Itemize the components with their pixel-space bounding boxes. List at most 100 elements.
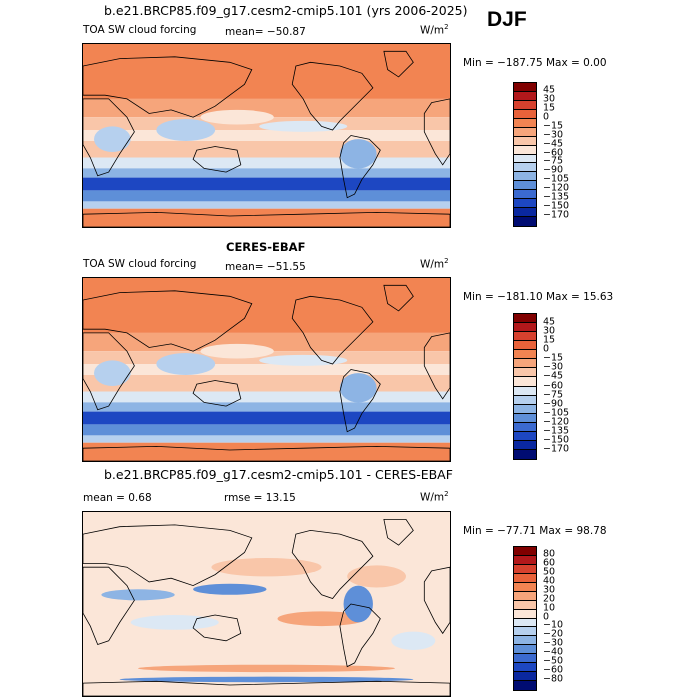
panel2-minmax: Min = −181.10 Max = 15.63 bbox=[463, 291, 614, 303]
colorbar-tick-label: −135 bbox=[543, 425, 570, 437]
field-feature bbox=[347, 565, 406, 588]
field-band bbox=[83, 168, 450, 178]
coastline bbox=[423, 566, 450, 635]
coastline bbox=[83, 680, 450, 696]
colorbar-tick-label: −45 bbox=[543, 138, 564, 150]
panel3-rmse: rmse = 13.15 bbox=[224, 492, 296, 504]
field-feature bbox=[339, 139, 377, 169]
field-feature bbox=[391, 631, 436, 650]
field-feature bbox=[193, 583, 267, 595]
panel1-map-svg bbox=[83, 44, 450, 227]
colorbar-tick-label: −60 bbox=[543, 147, 564, 159]
colorbar-swatch bbox=[514, 431, 536, 441]
field-band bbox=[83, 130, 450, 141]
colorbar-swatch bbox=[514, 681, 536, 690]
field-feature bbox=[343, 585, 373, 623]
colorbar-tick-label: −105 bbox=[543, 407, 570, 419]
colorbar-tick-label: −10 bbox=[543, 619, 564, 631]
colorbar-swatch bbox=[514, 323, 536, 333]
colorbar-swatch bbox=[514, 636, 536, 646]
field-feature bbox=[259, 354, 348, 366]
field-feature bbox=[211, 558, 322, 577]
field-band bbox=[83, 402, 450, 412]
field-feature bbox=[277, 611, 366, 627]
panel2-units: W/m2 bbox=[420, 257, 449, 271]
colorbar-swatch bbox=[514, 582, 536, 592]
colorbar-swatch bbox=[514, 386, 536, 396]
colorbar-swatch bbox=[514, 547, 536, 556]
panel1-units: W/m2 bbox=[420, 23, 449, 37]
field-feature bbox=[339, 373, 377, 403]
colorbar-tick-label: −120 bbox=[543, 416, 570, 428]
colorbar-tick-label: −30 bbox=[543, 637, 564, 649]
field-band bbox=[83, 208, 450, 227]
colorbar-swatch bbox=[514, 145, 536, 155]
panel2-mean: mean= −51.55 bbox=[225, 261, 306, 273]
colorbar-tick-label: −20 bbox=[543, 628, 564, 640]
field-band bbox=[83, 157, 450, 169]
field-band bbox=[83, 201, 450, 209]
colorbar-tick-label: 45 bbox=[543, 316, 556, 328]
coastline bbox=[383, 50, 414, 78]
coastline bbox=[291, 61, 374, 131]
field-band bbox=[83, 375, 450, 392]
colorbar-swatch bbox=[514, 413, 536, 423]
coastline bbox=[291, 295, 374, 365]
field-band bbox=[83, 190, 450, 202]
colorbar-swatch bbox=[514, 618, 536, 628]
field-band bbox=[83, 442, 450, 461]
colorbar-swatch bbox=[514, 199, 536, 209]
colorbar-tick-label: −15 bbox=[543, 352, 564, 364]
colorbar-swatch bbox=[514, 359, 536, 369]
colorbar-swatch bbox=[514, 136, 536, 146]
colorbar-tick-label: −30 bbox=[543, 361, 564, 373]
panel1-colorbar bbox=[513, 82, 537, 227]
colorbar-swatch bbox=[514, 654, 536, 664]
colorbar-swatch bbox=[514, 217, 536, 226]
coastline bbox=[83, 445, 450, 461]
panel2-map-svg bbox=[83, 278, 450, 461]
panel2-title: CERES-EBAF bbox=[226, 240, 306, 254]
panel2-colorbar bbox=[513, 313, 537, 460]
coastline bbox=[83, 524, 253, 587]
panel3-map bbox=[82, 511, 451, 697]
field-band bbox=[83, 332, 450, 352]
colorbar-swatch bbox=[514, 564, 536, 574]
panel3-title: b.e21.BRCP85.f09_g17.cesm2-cmip5.101 - C… bbox=[104, 467, 453, 482]
field-feature bbox=[259, 120, 348, 132]
coastline bbox=[291, 529, 374, 599]
colorbar-tick-label: −30 bbox=[543, 129, 564, 141]
field-band bbox=[83, 435, 450, 443]
coastline bbox=[423, 332, 450, 400]
colorbar-swatch bbox=[514, 350, 536, 360]
coastline bbox=[192, 146, 242, 173]
colorbar-swatch bbox=[514, 127, 536, 137]
colorbar-tick-label: −75 bbox=[543, 389, 564, 401]
colorbar-tick-label: −50 bbox=[543, 655, 564, 667]
colorbar-tick-label: 0 bbox=[543, 343, 550, 355]
panel2-colorbar-labels: 45 30 15 0 −15 −30 −45 −60 −75 −90 −105 −120 −135 −15… bbox=[543, 317, 570, 458]
panel1-variable-label: TOA SW cloud forcing bbox=[83, 24, 197, 36]
panel3-units: W/m2 bbox=[420, 490, 449, 504]
panel1-mean: mean= −50.87 bbox=[225, 26, 306, 38]
colorbar-tick-label: 15 bbox=[543, 102, 556, 114]
colorbar-swatch bbox=[514, 404, 536, 414]
colorbar-swatch bbox=[514, 109, 536, 119]
colorbar-tick-label: 30 bbox=[543, 584, 556, 596]
field-feature bbox=[119, 676, 414, 683]
colorbar-tick-label: −170 bbox=[543, 443, 570, 455]
colorbar-swatch bbox=[514, 314, 536, 324]
colorbar-tick-label: 45 bbox=[543, 84, 556, 96]
colorbar-tick-label: −60 bbox=[543, 379, 564, 391]
colorbar-swatch bbox=[514, 591, 536, 601]
colorbar-tick-label: 30 bbox=[543, 93, 556, 105]
colorbar-swatch bbox=[514, 555, 536, 565]
colorbar-swatch bbox=[514, 118, 536, 128]
colorbar-tick-label: −150 bbox=[543, 434, 570, 446]
field-feature bbox=[101, 589, 175, 601]
colorbar-tick-label: 20 bbox=[543, 593, 556, 605]
colorbar-tick-label: −45 bbox=[543, 370, 564, 382]
field-feature bbox=[156, 353, 216, 375]
field-band bbox=[83, 424, 450, 436]
coastline bbox=[192, 614, 242, 642]
